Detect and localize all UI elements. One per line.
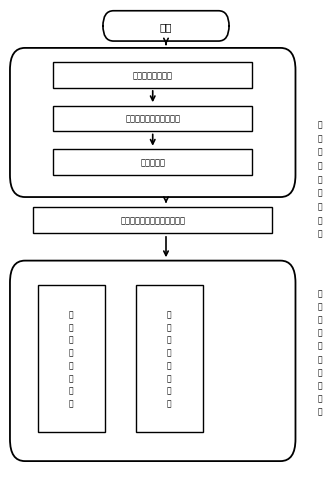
Text: 发: 发 [318,407,323,416]
Bar [136,285,203,432]
Text: 法: 法 [318,229,323,238]
Text: 签: 签 [318,328,323,337]
Bar [53,63,252,88]
FancyBboxPatch shape [10,49,295,198]
Text: 算: 算 [318,216,323,224]
Text: 于: 于 [318,302,323,310]
Text: 直: 直 [69,310,74,319]
FancyBboxPatch shape [10,261,295,461]
Text: 传: 传 [167,335,172,344]
Text: 路: 路 [69,361,74,369]
Text: 由: 由 [318,381,323,389]
Text: 签: 签 [318,161,323,170]
Text: 接: 接 [69,323,74,331]
Text: 路: 路 [167,361,172,369]
Text: 评: 评 [318,188,323,197]
Text: 刻: 刻 [167,310,172,319]
Text: 输: 输 [167,348,172,357]
Bar [53,150,252,175]
Text: 标: 标 [318,147,323,156]
Text: 路: 路 [318,367,323,376]
Bar [33,207,272,234]
Text: 略: 略 [69,399,74,407]
Text: 策: 策 [69,386,74,395]
Bar [53,106,252,132]
Text: 转: 转 [318,394,323,403]
Text: 标签标签度: 标签标签度 [140,158,165,167]
Text: 产发: 产发 [160,22,172,32]
Text: 对目标节点生成标签优先队列: 对目标节点生成标签优先队列 [120,216,185,225]
Text: 集: 集 [318,175,323,183]
Text: 由: 由 [167,373,172,382]
Text: 获取邻居节点信息: 获取邻居节点信息 [133,71,173,80]
Text: 基: 基 [318,288,323,297]
Text: 策: 策 [167,386,172,395]
Text: 略: 略 [167,399,172,407]
Text: 点: 点 [318,134,323,142]
Text: 意: 意 [167,323,172,331]
Text: 标: 标 [318,315,323,324]
Text: 估: 估 [318,202,323,211]
Bar [38,285,105,432]
Text: 由: 由 [69,373,74,382]
Text: 节: 节 [318,120,323,129]
Text: 的: 的 [318,354,323,363]
Text: 输: 输 [69,348,74,357]
Text: 传: 传 [69,335,74,344]
Text: 进行标签测评优先度判断: 进行标签测评优先度判断 [125,115,180,123]
FancyBboxPatch shape [103,12,229,42]
Text: 集: 集 [318,341,323,350]
